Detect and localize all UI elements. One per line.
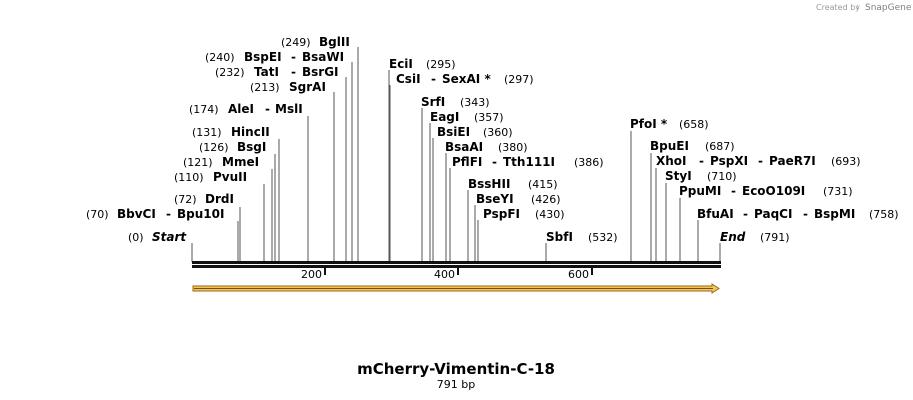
tick-label-600: 600 xyxy=(568,268,589,281)
site-bssHII[interactable]: BssHII (415) xyxy=(468,173,558,192)
site-pfoI[interactable]: PfoI * (658) xyxy=(630,113,709,132)
site-eagI[interactable]: EagI (357) xyxy=(430,106,504,125)
site-mmeI[interactable]: (121) MmeI xyxy=(183,151,259,170)
site-bseYI[interactable]: BseYI (426) xyxy=(476,188,561,207)
site-bsaAI[interactable]: BsaAI (380) xyxy=(445,136,528,155)
tick-label-400: 400 xyxy=(434,268,455,281)
site-pvuII[interactable]: (110) PvuII xyxy=(174,166,247,185)
backbone-top-strand xyxy=(192,261,721,264)
start-pos: (0) xyxy=(128,231,144,244)
site-aleI[interactable]: (174) AleI - MslI xyxy=(189,98,303,117)
site-styI[interactable]: StyI (710) xyxy=(665,165,737,184)
site-pspFI[interactable]: PspFI (430) xyxy=(483,203,565,222)
site-bspEI[interactable]: (240) BspEI - BsaWI xyxy=(205,46,344,65)
credit-brand: SnapGene xyxy=(865,3,912,13)
site-pflFI[interactable]: PflFI - Tth111I (386) xyxy=(452,151,604,170)
site-bglII[interactable]: (249) BglII xyxy=(281,31,350,50)
start-label: (0) Start xyxy=(128,226,187,245)
site-srfI[interactable]: SrfI (343) xyxy=(421,91,490,110)
site-bsgI[interactable]: (126) BsgI xyxy=(199,136,266,155)
construct-length: 791 bp xyxy=(437,378,475,391)
site-xhoI[interactable]: XhoI - PspXI - PaeR7I (693) xyxy=(656,150,861,169)
feature-arrow[interactable] xyxy=(192,283,720,294)
snapgene-logo-icon: ⸸ xyxy=(856,4,859,12)
site-tatI[interactable]: (232) TatI - BsrGI xyxy=(215,61,339,80)
site-bsiEI[interactable]: BsiEI (360) xyxy=(437,121,513,140)
ruler: 200 400 600 xyxy=(301,268,593,281)
credit-text: Created by xyxy=(816,3,860,12)
site-connectors xyxy=(191,47,721,262)
site-sgrAI[interactable]: (213) SgrAI xyxy=(250,76,326,95)
backbone-bottom-strand xyxy=(192,265,721,268)
construct-title: mCherry-Vimentin-C-18 xyxy=(357,360,555,378)
sequence-backbone xyxy=(192,261,721,268)
site-bfuAI[interactable]: BfuAI - PaqCI - BspMI (758) xyxy=(697,203,899,222)
tick-label-200: 200 xyxy=(301,268,322,281)
site-bpuEI[interactable]: BpuEI (687) xyxy=(650,135,735,154)
site-sbfI[interactable]: SbfI (532) xyxy=(546,226,618,245)
site-ppuMI[interactable]: PpuMI - EcoO109I (731) xyxy=(679,180,853,199)
end-label: End (791) xyxy=(720,226,790,245)
site-csiI[interactable]: CsiI - SexAI * (297) xyxy=(396,68,534,87)
site-drdI[interactable]: (72) DrdI xyxy=(174,188,234,207)
end-text: End xyxy=(720,230,746,244)
site-eciI[interactable]: EciI (295) xyxy=(389,53,456,72)
site-hincII[interactable]: (131) HincII xyxy=(192,121,270,140)
start-text: Start xyxy=(152,230,187,244)
end-pos: (791) xyxy=(760,231,790,244)
site-bbvCI[interactable]: (70) BbvCI - Bpu10I xyxy=(86,203,224,222)
snapgene-credit: Created by ⸸ SnapGene xyxy=(816,3,912,13)
